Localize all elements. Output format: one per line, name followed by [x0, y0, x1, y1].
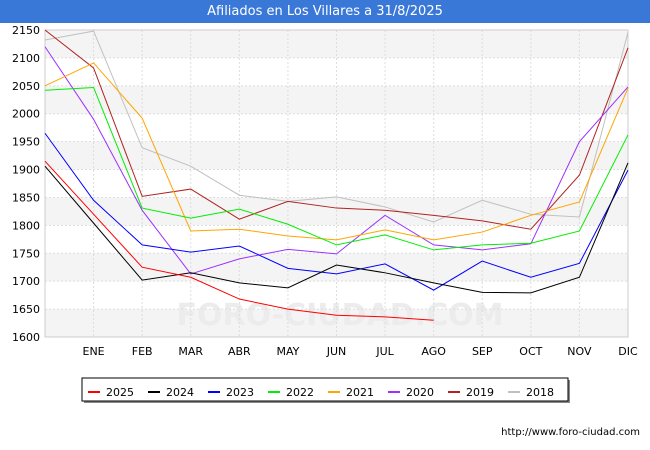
x-tick-label: ENE	[83, 345, 105, 358]
legend-label-2018: 2018	[526, 386, 554, 399]
series-line-2020	[44, 46, 629, 275]
y-tick-label: 1900	[12, 164, 40, 177]
x-tick-label: ABR	[228, 345, 251, 358]
source-url[interactable]: http://www.foro-ciudad.com	[501, 427, 640, 438]
x-tick-label: AGO	[421, 345, 446, 358]
series-line-2021	[44, 62, 629, 241]
legend-box	[81, 377, 569, 402]
series-line-2024	[44, 162, 629, 294]
legend-label-2021: 2021	[346, 386, 374, 399]
legend-label-2022: 2022	[286, 386, 314, 399]
x-tick-label: FEB	[132, 345, 153, 358]
series-line-2025	[44, 160, 434, 321]
y-tick-label: 2150	[12, 24, 40, 37]
y-tick-label: 1650	[12, 303, 40, 316]
x-tick-label: SEP	[472, 345, 493, 358]
x-tick-label: OCT	[519, 345, 542, 358]
plot-border	[44, 29, 629, 338]
y-tick-label: 1950	[12, 136, 40, 149]
legend-label-2023: 2023	[226, 386, 254, 399]
x-tick-label: DIC	[618, 345, 638, 358]
x-tick-label: NOV	[567, 345, 592, 358]
x-tick-label: JUL	[375, 345, 394, 358]
x-tick-label: JUN	[326, 345, 347, 358]
x-tick-label: MAY	[276, 345, 299, 358]
y-tick-label: 1700	[12, 275, 40, 288]
y-tick-label: 2000	[12, 108, 40, 121]
y-tick-label: 1750	[12, 247, 40, 260]
y-tick-label: 1800	[12, 219, 40, 232]
legend-label-2024: 2024	[166, 386, 194, 399]
series-line-2018	[44, 30, 629, 223]
legend-label-2020: 2020	[406, 386, 434, 399]
chart-title: Afiliados en Los Villares a 31/8/2025	[0, 0, 650, 23]
y-tick-label: 2050	[12, 80, 40, 93]
series-line-2019	[44, 29, 629, 230]
x-tick-label: MAR	[178, 345, 203, 358]
legend-label-2019: 2019	[466, 386, 494, 399]
y-tick-label: 1850	[12, 191, 40, 204]
series-line-2023	[44, 132, 629, 291]
y-tick-label: 2100	[12, 52, 40, 65]
legend-label-2025: 2025	[106, 386, 134, 399]
series-line-2022	[44, 86, 629, 251]
y-tick-label: 1600	[12, 331, 40, 344]
